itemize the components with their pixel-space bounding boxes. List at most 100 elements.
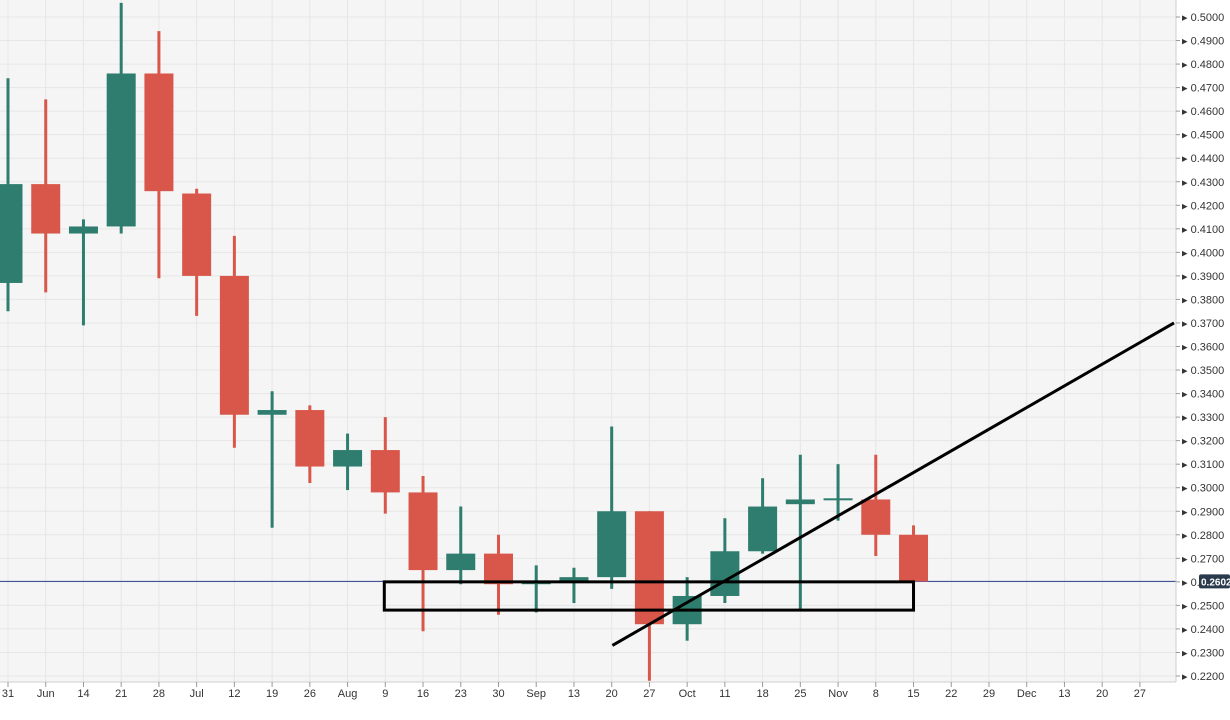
candle-bullish[interactable]: [106, 2, 136, 234]
candle-bearish[interactable]: [31, 99, 61, 293]
time-tick-label: 15: [907, 688, 919, 700]
time-tick-label: Jul: [190, 688, 204, 700]
time-tick-label: 18: [756, 688, 768, 700]
price-tick-label: ▸ 0.2500: [1182, 600, 1224, 612]
candle-body: [370, 450, 400, 493]
candle-body: [106, 73, 136, 227]
time-tick-label: 12: [228, 688, 240, 700]
candle-body: [634, 511, 664, 625]
plot-background: [0, 0, 1176, 682]
time-tick-label: 11: [719, 688, 730, 700]
candle-bullish[interactable]: [748, 478, 778, 554]
time-tick-label: 16: [417, 688, 429, 700]
annotations: [382, 321, 1175, 647]
time-tick-label: 28: [153, 688, 165, 700]
price-tick-label: ▸ 0.4000: [1182, 247, 1224, 259]
time-tick-label: 9: [382, 688, 388, 700]
price-tick-label: ▸ 0.2400: [1182, 624, 1224, 636]
time-tick-label: 25: [794, 688, 806, 700]
candle-bullish[interactable]: [333, 433, 363, 491]
time-tick-label: 13: [1058, 688, 1070, 700]
price-tick-label: ▸ 0.2700: [1182, 553, 1224, 565]
price-tick-label: ▸ 0.2800: [1182, 530, 1224, 542]
time-tick-label: Dec: [1017, 688, 1037, 700]
candle-body: [68, 226, 98, 234]
time-tick-label: Aug: [338, 688, 358, 700]
candle-bullish[interactable]: [559, 567, 589, 604]
candle-body: [182, 193, 212, 276]
price-tick-label: ▸ 0.4800: [1182, 59, 1224, 71]
candle-body: [823, 498, 853, 501]
price-tick-label: ▸ 0.4600: [1182, 106, 1224, 118]
candle-body: [144, 73, 174, 192]
candle-body: [861, 499, 891, 535]
current-price-label: 0.260228: [1199, 574, 1230, 589]
price-tick-label: ▸ 0.4200: [1182, 200, 1224, 212]
price-tick-label: ▸ 0.4500: [1182, 130, 1224, 142]
price-tick-label: ▸ 0.3300: [1182, 412, 1224, 424]
candle-body: [219, 275, 249, 415]
price-tick-label: ▸ 0.3800: [1182, 294, 1224, 306]
price-tick-label: ▸ 0.3700: [1182, 318, 1224, 330]
candle-body: [446, 553, 476, 571]
candle-bearish[interactable]: [219, 235, 249, 448]
time-tick-label: 27: [1134, 688, 1146, 700]
time-tick-label: Nov: [828, 688, 848, 700]
candle-body: [748, 506, 778, 552]
price-tick-label: ▸ 0.3600: [1182, 342, 1224, 354]
candle-bullish[interactable]: [446, 506, 476, 585]
candle-bullish[interactable]: [257, 391, 287, 528]
price-tick-label: ▸ 0.5000: [1182, 12, 1224, 24]
price-tick-label: ▸ 0.4300: [1182, 177, 1224, 189]
time-tick-label: Jun: [37, 688, 55, 700]
price-tick-label: ▸ 0.4100: [1182, 224, 1224, 236]
price-tick-label: ▸ 0.4700: [1182, 83, 1224, 95]
candle-bullish[interactable]: [785, 454, 815, 611]
time-tick-label: 27: [643, 688, 655, 700]
time-tick-label: 23: [455, 688, 467, 700]
candle-bearish[interactable]: [295, 405, 325, 484]
candle-body: [785, 499, 815, 505]
candle-bearish[interactable]: [861, 454, 891, 556]
candle-bearish[interactable]: [182, 188, 212, 316]
price-tick-label: ▸ 0.3200: [1182, 436, 1224, 448]
price-tick-label: ▸ 0.2200: [1182, 671, 1224, 683]
time-tick-label: 26: [304, 688, 316, 700]
current-price-value: 0.260228: [1201, 577, 1230, 588]
candle-body: [408, 492, 438, 571]
time-tick-label: 29: [983, 688, 995, 700]
price-tick-label: ▸ 0.3500: [1182, 365, 1224, 377]
candle-bearish[interactable]: [483, 534, 513, 615]
candle-bullish[interactable]: [823, 464, 853, 521]
candle-body: [295, 410, 325, 467]
price-tick-label: ▸ 0.2900: [1182, 506, 1224, 518]
ascending-trendline[interactable]: [611, 321, 1175, 647]
price-tick-label: ▸ 0.3000: [1182, 483, 1224, 495]
time-tick-label: 20: [606, 688, 618, 700]
candle-body: [559, 577, 589, 582]
candle-bearish[interactable]: [144, 31, 174, 279]
candle-bearish[interactable]: [634, 511, 664, 681]
candle-body: [899, 534, 929, 582]
candle-bullish[interactable]: [597, 426, 627, 589]
candle-bullish[interactable]: [0, 78, 23, 312]
time-tick-label: 22: [945, 688, 957, 700]
support-zone-box[interactable]: [382, 580, 916, 612]
candle-bullish[interactable]: [710, 518, 740, 604]
candle-body: [333, 450, 363, 467]
candle-bearish[interactable]: [370, 417, 400, 514]
candle-body: [483, 553, 513, 585]
time-tick-label: 30: [492, 688, 504, 700]
time-tick-label: 20: [1096, 688, 1108, 700]
candle-bearish[interactable]: [408, 475, 438, 632]
candle-bullish[interactable]: [68, 219, 98, 326]
time-tick-label: 21: [115, 688, 127, 700]
price-tick-label: ▸ 0.3900: [1182, 271, 1224, 283]
time-tick-label: 14: [77, 688, 89, 700]
time-tick-label: 19: [266, 688, 278, 700]
time-axis[interactable]: 31 Jun 14 21 28 Jul 12 19 26 Aug 9 16 23 30 Sep 13 20 27 O…: [2, 682, 1146, 700]
price-tick-label: ▸ 0.4400: [1182, 153, 1224, 165]
candles: [0, 2, 929, 681]
